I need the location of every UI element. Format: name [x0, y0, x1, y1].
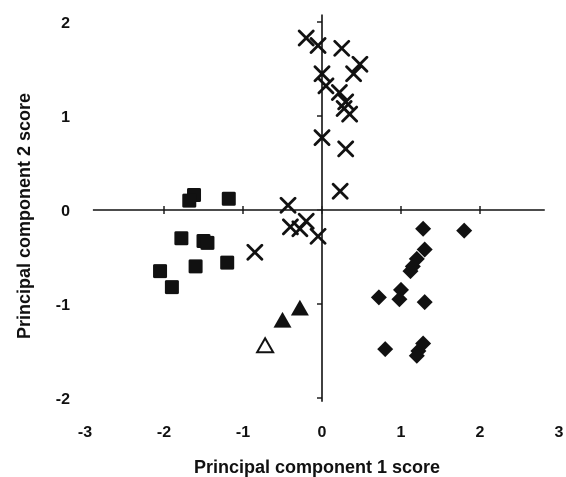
- open-triangle-marker-point: [255, 336, 275, 354]
- triangle-marker-point: [273, 311, 292, 328]
- square-marker-point: [220, 255, 235, 270]
- square-marker-point: [153, 264, 168, 279]
- y-tick-label: -2: [56, 391, 70, 408]
- x-marker-point: [279, 196, 297, 214]
- y-tick-label: 2: [61, 15, 70, 32]
- y-axis-title: Principal component 2 score: [14, 93, 34, 339]
- square-marker-point: [200, 235, 215, 250]
- x-marker-point: [309, 37, 327, 54]
- square-marker-point: [182, 193, 197, 208]
- x-marker-point: [345, 65, 363, 83]
- x-tick-label: -3: [78, 424, 92, 441]
- x-marker-point: [313, 129, 331, 147]
- x-marker-point: [351, 55, 369, 73]
- diamond-marker-point: [370, 289, 387, 306]
- x-marker-point: [330, 84, 348, 101]
- axes: [92, 14, 545, 402]
- x-tick-label: 2: [476, 424, 485, 441]
- x-marker-point: [313, 65, 331, 83]
- x-marker-point: [317, 77, 335, 95]
- x-tick-label: -2: [157, 424, 171, 441]
- square-marker-point: [174, 231, 189, 246]
- y-tick-label: -1: [56, 297, 70, 314]
- diamond-marker-point: [408, 347, 425, 364]
- x-marker-point: [341, 105, 359, 123]
- x-tick-label: 3: [555, 424, 564, 441]
- x-marker-point: [297, 29, 315, 47]
- diamond-marker-point: [415, 220, 432, 237]
- x-tick-label: -1: [236, 424, 250, 441]
- triangle-marker-point: [290, 299, 309, 316]
- square-marker-point: [188, 259, 203, 274]
- diamond-marker-point: [377, 341, 394, 358]
- x-marker-point: [291, 220, 309, 238]
- x-marker-point: [246, 243, 264, 261]
- x-marker-point: [331, 182, 349, 200]
- data-points: [153, 29, 473, 364]
- x-marker-point: [309, 227, 327, 245]
- y-tick-label: 1: [61, 109, 70, 126]
- diamond-marker-point: [416, 241, 433, 258]
- x-marker-point: [333, 39, 351, 57]
- x-axis-title: Principal component 1 score: [194, 457, 440, 477]
- x-marker-point: [337, 140, 355, 158]
- y-tick-label: 0: [61, 203, 70, 220]
- x-tick-label: 1: [397, 424, 406, 441]
- square-marker-point: [164, 280, 179, 295]
- x-tick-label: 0: [318, 424, 327, 441]
- square-marker-point: [221, 191, 236, 206]
- axis-ticks: -3 -2 -1 0 1 2 3 -2 -1 0 1 2: [56, 15, 564, 441]
- diamond-marker-point: [391, 291, 408, 308]
- diamond-marker-point: [416, 294, 433, 311]
- diamond-marker-point: [402, 263, 419, 280]
- diamond-marker-point: [456, 222, 473, 239]
